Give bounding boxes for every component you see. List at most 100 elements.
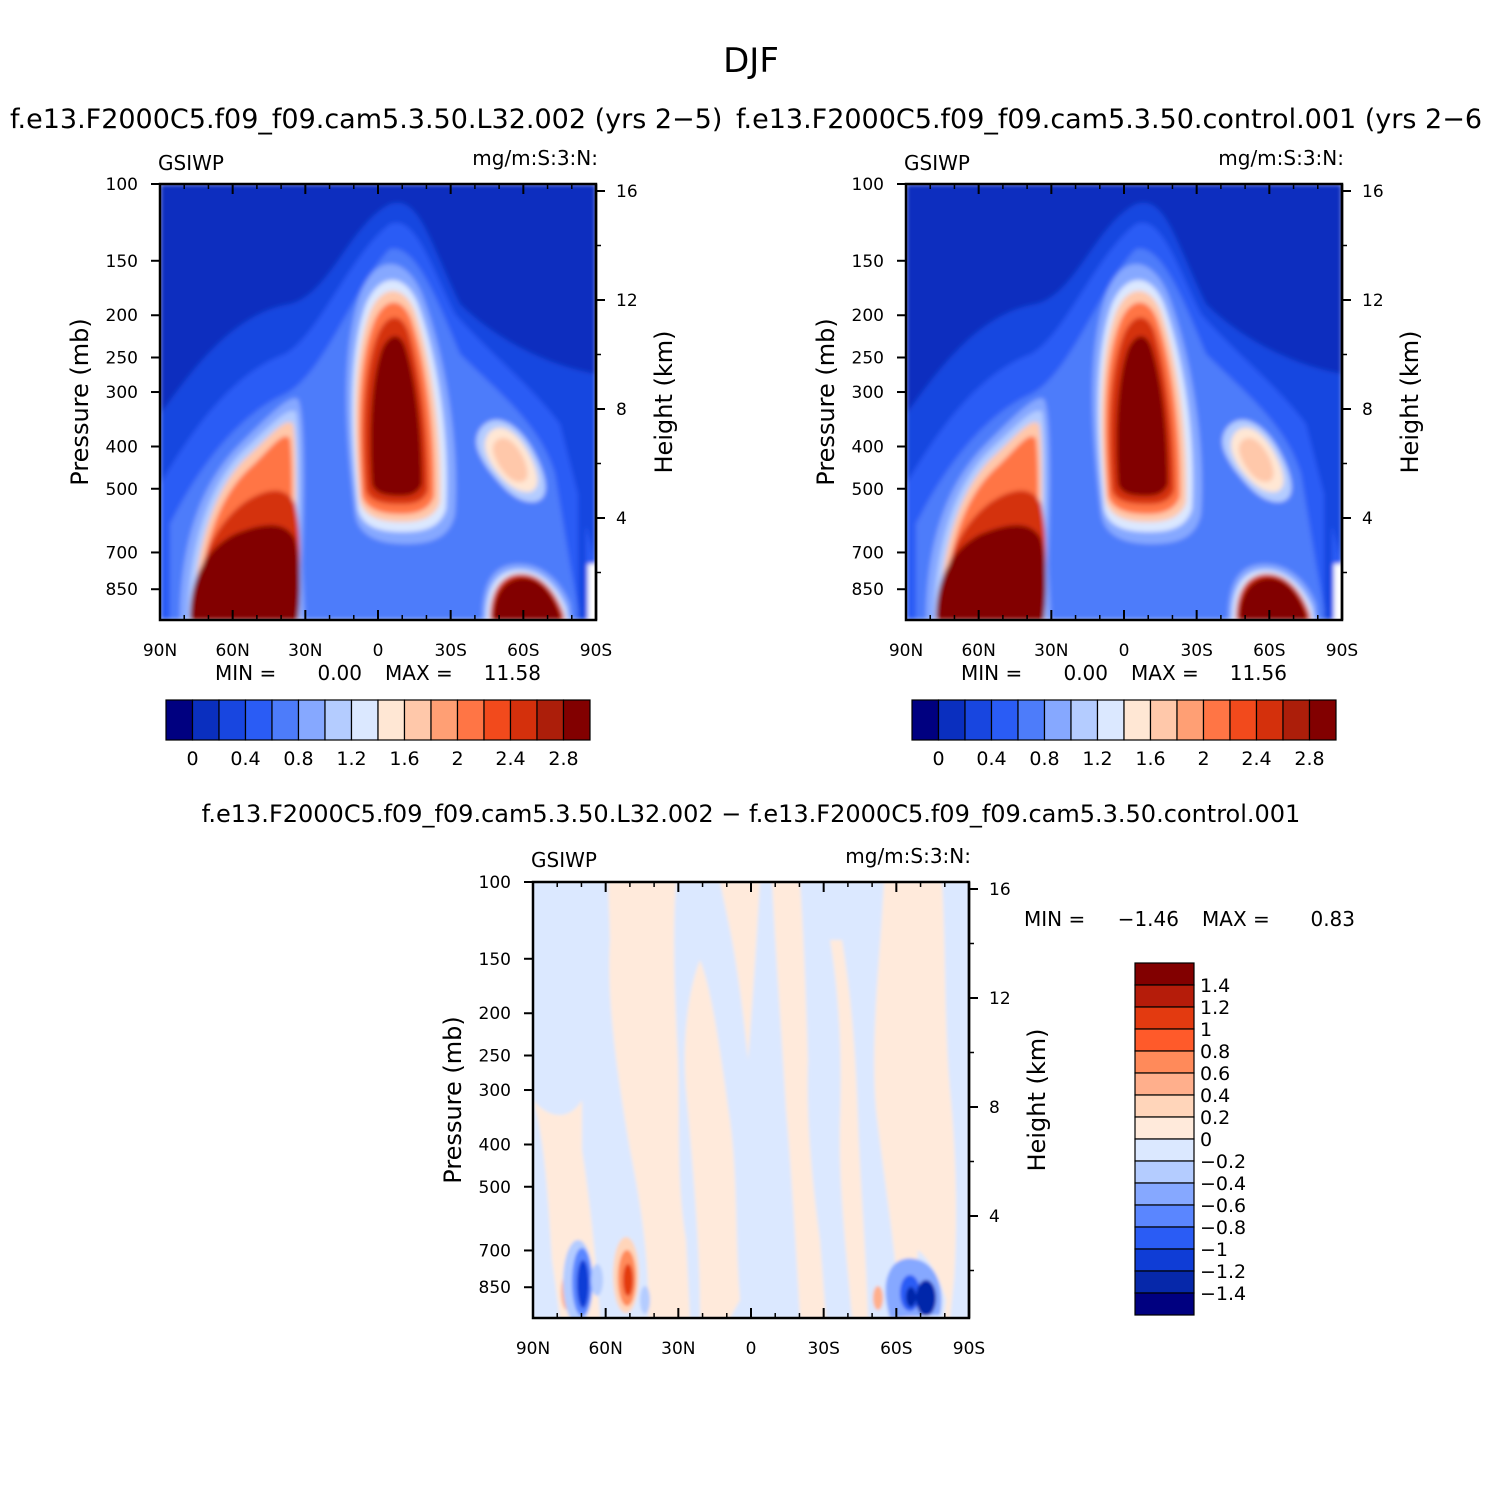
panel-right-colorbar-box	[1176, 699, 1205, 741]
panel-left-max-label: MAX =	[385, 661, 453, 685]
panel-left-title: f.e13.F2000C5.f09_f09.cam5.3.50.L32.002 …	[10, 104, 722, 135]
panel-left-min-label: MIN =	[215, 661, 276, 685]
panel-right-ytick-label: 400	[852, 437, 884, 457]
panel-right-min-value: 0.00	[1063, 661, 1108, 685]
panel-diff-colorbar: 1.41.210.80.60.40.20−0.2−0.4−0.6−0.8−1−1…	[1134, 962, 1246, 1316]
panel-diff-y2label: Height (km)	[1023, 1029, 1051, 1172]
panel-left-axes: 90N 60N 30N 0 30S 60S 90S 100 150 200 250 300 400 500…	[106, 175, 638, 661]
panel-right-y2tick-label: 16	[1362, 182, 1384, 202]
panel-diff-ytick-label: 100	[479, 873, 511, 893]
panel-right-ytick-label: 100	[852, 175, 884, 195]
panel-right-title: f.e13.F2000C5.f09_f09.cam5.3.50.control.…	[736, 104, 1482, 135]
panel-left-ytick-label: 300	[106, 383, 138, 403]
panel-right-xtick-label: 60S	[1253, 641, 1285, 661]
panel-diff-units: mg/m:S:3:N:	[845, 844, 971, 868]
panel-diff-min-value: −1.46	[1118, 907, 1179, 931]
panel-left-ytick-label: 700	[106, 543, 138, 563]
panel-diff-colorbar-box	[1134, 1028, 1195, 1052]
panel-right-colorbar-box	[1149, 699, 1178, 741]
panel-diff-colorbar-box	[1134, 1160, 1195, 1184]
panel-diff-colorbar-box	[1134, 1248, 1195, 1272]
panel-diff-colorbar-box	[1134, 1182, 1195, 1206]
panel-diff-colorbar-box	[1134, 1270, 1195, 1294]
panel-diff-colorbar-label: −0.8	[1200, 1217, 1246, 1239]
panel-right-variable: GSIWP	[904, 151, 970, 175]
panel-right-y2label: Height (km)	[1396, 331, 1424, 474]
panel-left-colorbar-label: 1.6	[389, 748, 419, 770]
panel-diff-colorbar-label: 0.2	[1200, 1107, 1230, 1129]
panel-left-contours	[160, 184, 596, 620]
panel-left-xtick-label: 60N	[215, 641, 249, 661]
panel-right-colorbar-box	[1043, 699, 1072, 741]
panel-right-colorbar-label: 2.8	[1294, 748, 1324, 770]
panel-right-colorbar-label: 0	[932, 748, 944, 770]
panel-left-y2tick-label: 16	[616, 182, 638, 202]
panel-diff-ytick-label: 850	[479, 1278, 511, 1298]
panel-diff-colorbar-box	[1134, 1116, 1195, 1140]
panel-right-ytick-label: 200	[852, 306, 884, 326]
panel-right-colorbar-box	[1096, 699, 1125, 741]
panel-right-min-label: MIN =	[961, 661, 1022, 685]
panel-right-y2tick-label: 4	[1362, 509, 1373, 529]
panel-right-contours	[906, 184, 1342, 620]
panel-right-colorbar-box	[911, 699, 940, 741]
panel-right-colorbar-box	[1070, 699, 1099, 741]
panel-right-colorbar-box	[1282, 699, 1311, 741]
panel-left-colorbar-box	[377, 699, 406, 741]
panel-left-ytick-label: 500	[106, 480, 138, 500]
panel-right-max-value: 11.56	[1230, 661, 1287, 685]
panel-diff-colorbar-box	[1134, 962, 1195, 986]
panel-diff-ytick-label: 250	[479, 1047, 511, 1067]
panel-diff-ytick-label: 200	[479, 1004, 511, 1024]
panel-left-colorbar-box	[562, 699, 591, 741]
panel-left-colorbar-label: 0.4	[230, 748, 260, 770]
panel-diff-y2tick-label: 16	[989, 880, 1011, 900]
panel-diff-max-value: 0.83	[1310, 907, 1355, 931]
panel-left-colorbar-label: 2.4	[495, 748, 525, 770]
panel-right-colorbar-label: 1.6	[1135, 748, 1165, 770]
panel-diff-colorbar-label: −1.4	[1200, 1283, 1246, 1305]
panel-diff: f.e13.F2000C5.f09_f09.cam5.3.50.L32.002 …	[202, 800, 1355, 1359]
panel-left-ytick-label: 400	[106, 437, 138, 457]
panel-right-units: mg/m:S:3:N:	[1218, 146, 1344, 170]
panel-left-y2tick-label: 4	[616, 509, 627, 529]
panel-right-colorbar-box	[1202, 699, 1231, 741]
panel-diff-colorbar-box	[1134, 1138, 1195, 1162]
panel-right-xtick-label: 30N	[1034, 641, 1068, 661]
panel-diff-ytick-label: 150	[479, 950, 511, 970]
panel-right-colorbar-label: 2	[1197, 748, 1209, 770]
panel-diff-xtick-label: 60S	[880, 1339, 912, 1359]
panel-left-ytick-label: 150	[106, 252, 138, 272]
panel-diff-colorbar-box	[1134, 1050, 1195, 1074]
panel-diff-title: f.e13.F2000C5.f09_f09.cam5.3.50.L32.002 …	[202, 800, 1301, 828]
panel-right-colorbar-box	[937, 699, 966, 741]
panel-right-colorbar-box	[990, 699, 1019, 741]
panel-diff-colorbar-box	[1134, 1204, 1195, 1228]
panel-right-y2tick-label: 8	[1362, 400, 1373, 420]
panel-left-colorbar-box	[509, 699, 538, 741]
panel-left-colorbar-box	[456, 699, 485, 741]
panel-left-colorbar-box	[350, 699, 379, 741]
panel-diff-xtick-label: 90N	[516, 1339, 550, 1359]
panel-left-colorbar-label: 0.8	[283, 748, 313, 770]
panel-left-max-value: 11.58	[484, 661, 541, 685]
panel-diff-xtick-label: 90S	[953, 1339, 985, 1359]
panel-right-xtick-label: 0	[1119, 641, 1130, 661]
panel-right-ytick-label: 850	[852, 580, 884, 600]
panel-right-ytick-label: 300	[852, 383, 884, 403]
panel-right-xtick-label: 30S	[1180, 641, 1212, 661]
panel-left-xtick-label: 90N	[143, 641, 177, 661]
panel-diff-max-label: MAX =	[1202, 907, 1270, 931]
panel-left-ytick-label: 200	[106, 306, 138, 326]
panel-left-colorbar-box	[297, 699, 326, 741]
panel-diff-colorbar-label: 1.4	[1200, 975, 1230, 997]
panel-left-colorbar-box	[536, 699, 565, 741]
panel-right-y2tick-label: 12	[1362, 291, 1384, 311]
panel-diff-contours	[533, 882, 969, 1318]
panel-right-colorbar-box	[1255, 699, 1284, 741]
panel-diff-ylabel: Pressure (mb)	[439, 1016, 467, 1183]
panel-diff-variable: GSIWP	[531, 848, 597, 872]
panel-diff-colorbar-label: 1.2	[1200, 997, 1230, 1019]
panel-left-colorbar-box	[403, 699, 432, 741]
